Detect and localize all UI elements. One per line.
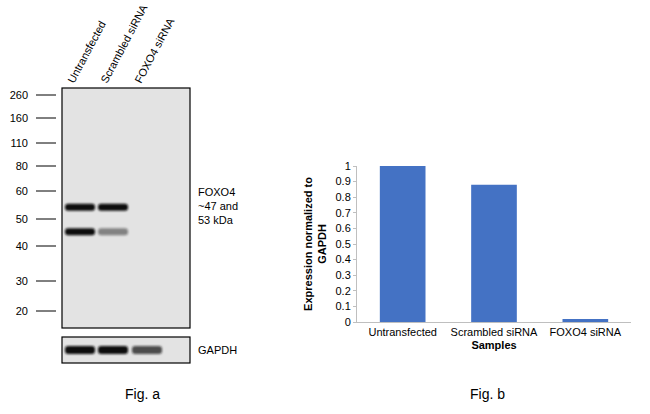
svg-text:FOXO4: FOXO4 [198, 186, 235, 198]
svg-text:0.7: 0.7 [336, 207, 351, 219]
svg-text:0.9: 0.9 [336, 175, 351, 187]
svg-text:0: 0 [345, 316, 351, 328]
svg-text:0.8: 0.8 [336, 191, 351, 203]
svg-text:80: 80 [16, 160, 28, 172]
svg-text:Expression normalized toGAPDH: Expression normalized toGAPDH [302, 177, 328, 311]
svg-text:1: 1 [345, 160, 351, 172]
svg-text:0.6: 0.6 [336, 222, 351, 234]
svg-text:Untransfected: Untransfected [65, 18, 108, 85]
svg-text:Untransfected: Untransfected [368, 326, 436, 338]
svg-text:Samples: Samples [471, 339, 516, 351]
svg-text:GAPDH: GAPDH [198, 344, 237, 356]
svg-text:~47 and: ~47 and [198, 200, 238, 212]
svg-text:40: 40 [16, 240, 28, 252]
svg-text:50: 50 [16, 213, 28, 225]
svg-text:0.3: 0.3 [336, 269, 351, 281]
svg-text:53 kDa: 53 kDa [198, 214, 234, 226]
svg-text:0.1: 0.1 [336, 300, 351, 312]
svg-text:Scrambled siRNA: Scrambled siRNA [451, 326, 538, 338]
svg-text:20: 20 [16, 305, 28, 317]
svg-text:0.4: 0.4 [336, 253, 351, 265]
svg-text:30: 30 [16, 275, 28, 287]
html-text:Fig. a: Fig. a [125, 386, 160, 402]
svg-text:Scrambled siRNA: Scrambled siRNA [98, 2, 150, 85]
svg-text:160: 160 [10, 112, 28, 124]
svg-text:110: 110 [10, 137, 28, 149]
svg-text:FOXO4 siRNA: FOXO4 siRNA [132, 16, 176, 85]
svg-text:0.2: 0.2 [336, 285, 351, 297]
svg-text:0.5: 0.5 [336, 238, 351, 250]
svg-text:260: 260 [10, 89, 28, 101]
svg-text:60: 60 [16, 185, 28, 197]
svg-text:FOXO4 siRNA: FOXO4 siRNA [550, 326, 622, 338]
html-text:Fig. b: Fig. b [470, 386, 505, 402]
